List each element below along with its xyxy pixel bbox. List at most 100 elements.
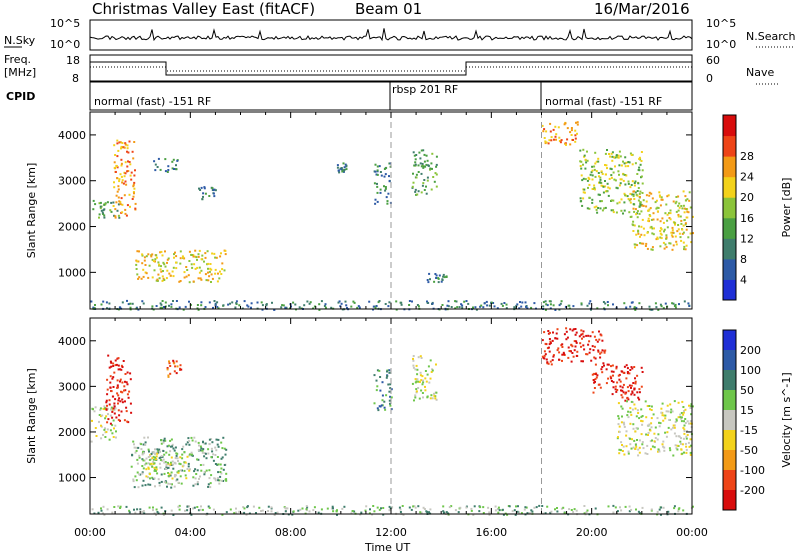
echo-cell	[671, 248, 674, 251]
echo-cell	[252, 505, 255, 508]
echo-cell	[106, 404, 108, 407]
echo-cell	[648, 194, 651, 197]
echo-cell	[612, 303, 614, 306]
echo-cell	[345, 304, 348, 307]
echo-cell	[147, 276, 150, 279]
echo-cell	[183, 461, 186, 464]
echo-cell	[685, 448, 688, 451]
echo-cell	[598, 181, 601, 184]
echo-cell	[604, 349, 607, 352]
echo-cell	[105, 415, 108, 418]
echo-cell	[556, 328, 559, 331]
echo-cell	[604, 164, 606, 166]
echo-cell	[178, 508, 181, 511]
echo-cell	[665, 435, 668, 438]
echo-cell	[517, 505, 519, 508]
echo-cell	[600, 368, 603, 371]
plot-frame	[89, 317, 693, 515]
echo-cell	[152, 260, 155, 263]
echo-cell	[690, 403, 693, 406]
echo-cell	[659, 204, 662, 207]
echo-cell	[137, 486, 140, 489]
echo-cell	[383, 406, 386, 409]
echo-cell	[172, 266, 175, 269]
echo-cell	[442, 275, 445, 278]
echo-cell	[627, 398, 630, 401]
echo-cell	[671, 226, 674, 229]
echo-cell	[192, 254, 195, 257]
echo-cell	[416, 378, 419, 381]
echo-cell	[102, 213, 105, 215]
echo-cell	[243, 511, 246, 514]
echo-cell	[169, 445, 172, 448]
echo-cell	[557, 347, 560, 350]
echo-cell	[150, 458, 153, 461]
echo-cell	[301, 507, 304, 510]
echo-cell	[390, 388, 393, 391]
echo-cell	[109, 414, 112, 417]
echo-cell	[335, 510, 338, 513]
echo-cell	[580, 345, 582, 348]
echo-cell	[633, 198, 636, 200]
echo-cell	[631, 163, 634, 166]
echo-cell	[472, 513, 475, 516]
echo-cell	[207, 279, 210, 282]
echo-cell	[414, 368, 417, 371]
echo-cell	[629, 216, 632, 218]
echo-cell	[267, 510, 270, 512]
echo-cell	[430, 188, 433, 191]
echo-cell	[641, 371, 644, 373]
echo-cell	[213, 195, 216, 198]
echo-cell	[152, 458, 155, 461]
echo-cell	[194, 255, 197, 258]
echo-cell	[594, 380, 596, 383]
echo-cell	[119, 378, 122, 381]
echo-cell	[135, 263, 138, 266]
echo-cell	[488, 513, 491, 516]
echo-cell	[646, 247, 649, 250]
echo-cell	[412, 505, 415, 508]
echo-cell	[423, 153, 426, 156]
echo-cell	[669, 212, 672, 215]
echo-cell	[625, 430, 628, 433]
echo-cell	[204, 306, 207, 308]
echo-cell	[120, 147, 122, 150]
echo-cell	[113, 161, 116, 164]
echo-cell	[166, 261, 168, 264]
echo-cell	[180, 368, 183, 371]
echo-cell	[630, 413, 633, 416]
echo-cell	[220, 472, 223, 475]
echo-cell	[609, 155, 612, 158]
echo-cell	[116, 142, 119, 145]
echo-cell	[644, 245, 647, 247]
echo-cell	[599, 176, 602, 179]
echo-cell	[445, 276, 448, 278]
echo-cell	[585, 334, 588, 337]
echo-cell	[132, 191, 135, 193]
echo-cell	[626, 367, 629, 370]
echo-cell	[420, 165, 423, 168]
echo-cell	[554, 337, 557, 340]
echo-cell	[175, 255, 178, 258]
echo-cell	[317, 511, 320, 514]
echo-region	[112, 139, 137, 219]
echo-cell	[660, 237, 663, 240]
echo-cell	[685, 435, 688, 438]
echo-cell	[412, 172, 414, 175]
echo-cell	[588, 207, 591, 210]
echo-cell	[588, 340, 591, 343]
echo-cell	[668, 418, 671, 421]
echo-cell	[179, 364, 182, 367]
echo-cell	[202, 440, 204, 443]
echo-cell	[604, 180, 606, 182]
echo-cell	[92, 199, 95, 202]
echo-cell	[169, 274, 172, 277]
echo-cell	[162, 439, 165, 442]
echo-cell	[136, 260, 139, 263]
echo-cell	[172, 447, 175, 450]
echo-cell	[542, 301, 545, 304]
echo-cell	[179, 257, 182, 260]
echo-cell	[431, 369, 434, 372]
echo-cell	[115, 363, 118, 366]
echo-cell	[323, 305, 326, 307]
